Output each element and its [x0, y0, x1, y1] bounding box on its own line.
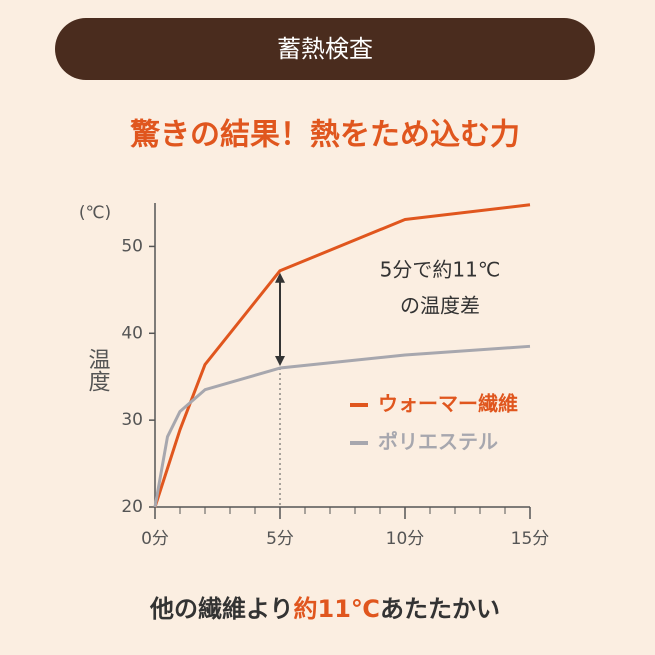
legend-label: ウォーマー繊維: [378, 392, 518, 416]
footer-text: あたたかい: [380, 595, 500, 623]
headline: 驚きの結果！熱をため込む力: [130, 118, 520, 153]
series-line: [153, 203, 531, 508]
footer-highlight: 約11℃: [294, 595, 380, 623]
header-pill: [55, 18, 595, 80]
annotation-text: 5分で約11℃: [380, 258, 501, 282]
x-tick-label: 5分: [266, 529, 294, 549]
footer-text: 他の繊維より: [149, 595, 294, 623]
y-tick-label: 20: [121, 497, 143, 517]
arrow-head: [275, 356, 285, 367]
y-axis-label: 温度: [85, 348, 111, 392]
x-tick-label: 15分: [511, 529, 550, 549]
footer: 他の繊維より約11℃あたたかい: [149, 595, 500, 623]
annotation-text: の温度差: [400, 294, 480, 318]
y-tick-label: 50: [121, 236, 143, 256]
y-unit: (℃): [79, 203, 111, 223]
header-title: 蓄熱検査: [277, 35, 373, 63]
legend-label: ポリエステル: [378, 430, 498, 454]
y-tick-label: 30: [121, 410, 143, 430]
series-line: [153, 344, 531, 508]
arrow-head: [275, 272, 285, 283]
x-tick-label: 10分: [386, 529, 425, 549]
x-tick-label: 0分: [141, 529, 169, 549]
y-tick-label: 40: [121, 323, 143, 343]
